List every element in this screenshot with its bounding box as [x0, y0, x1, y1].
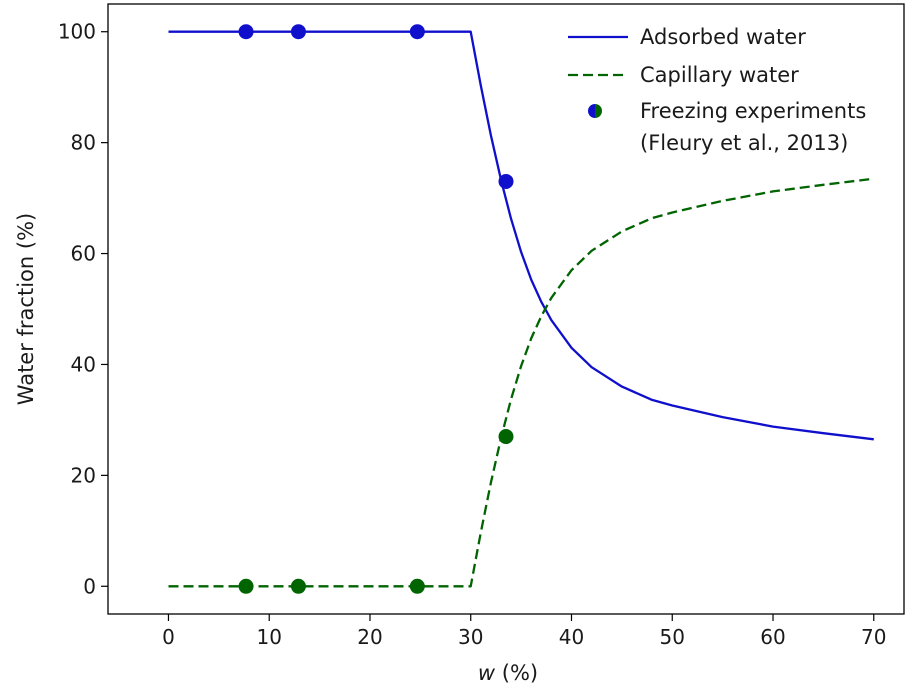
series-layer — [168, 30, 874, 588]
y-tick-label: 100 — [58, 20, 96, 44]
x-tick-label: 50 — [660, 625, 685, 649]
legend-experiment-label-line2: (Fleury et al., 2013) — [640, 131, 848, 155]
capillary-experiment-point — [409, 578, 425, 594]
plot-frame — [107, 3, 905, 615]
legend-experiment-marker-left — [588, 104, 595, 118]
x-tick-label: 20 — [357, 625, 382, 649]
legend-experiment-label-line1: Freezing experiments — [640, 99, 866, 123]
legend-capillary-label: Capillary water — [640, 63, 799, 87]
legend-adsorbed-label: Adsorbed water — [640, 25, 806, 49]
x-tick-label: 0 — [162, 625, 175, 649]
y-tick-label: 60 — [71, 242, 96, 266]
capillary-experiment-point — [498, 429, 514, 445]
x-tick-label: 10 — [256, 625, 281, 649]
x-tick-label: 70 — [861, 625, 886, 649]
y-axis-label: Water fraction (%) — [14, 213, 38, 405]
legend-experiment-marker-right — [595, 104, 602, 118]
adsorbed-experiment-point — [238, 24, 254, 40]
x-axis-variable: w — [478, 661, 496, 685]
capillary-experiment-point — [238, 578, 254, 594]
legend: Adsorbed water Capillary water Freezing … — [568, 25, 866, 155]
experiment-points — [238, 24, 514, 594]
x-tick-label: 60 — [760, 625, 785, 649]
capillary-water-line — [168, 177, 874, 588]
x-tick-label: 30 — [458, 625, 483, 649]
adsorbed-experiment-point — [498, 173, 514, 189]
capillary-experiment-point — [290, 578, 306, 594]
adsorbed-experiment-point — [290, 24, 306, 40]
y-tick-label: 20 — [71, 463, 96, 487]
x-axis-ticks: 0 10 20 30 40 50 60 70 — [162, 614, 886, 649]
x-tick-label: 40 — [559, 625, 584, 649]
y-axis-ticks: 0 20 40 60 80 100 — [58, 20, 108, 598]
y-tick-label: 40 — [71, 352, 96, 376]
adsorbed-experiment-point — [409, 24, 425, 40]
y-tick-label: 0 — [83, 574, 96, 598]
y-tick-label: 80 — [71, 131, 96, 155]
x-axis-unit: (%) — [495, 661, 538, 685]
x-axis-label: w (%) — [478, 661, 538, 685]
adsorbed-water-line — [168, 30, 874, 441]
